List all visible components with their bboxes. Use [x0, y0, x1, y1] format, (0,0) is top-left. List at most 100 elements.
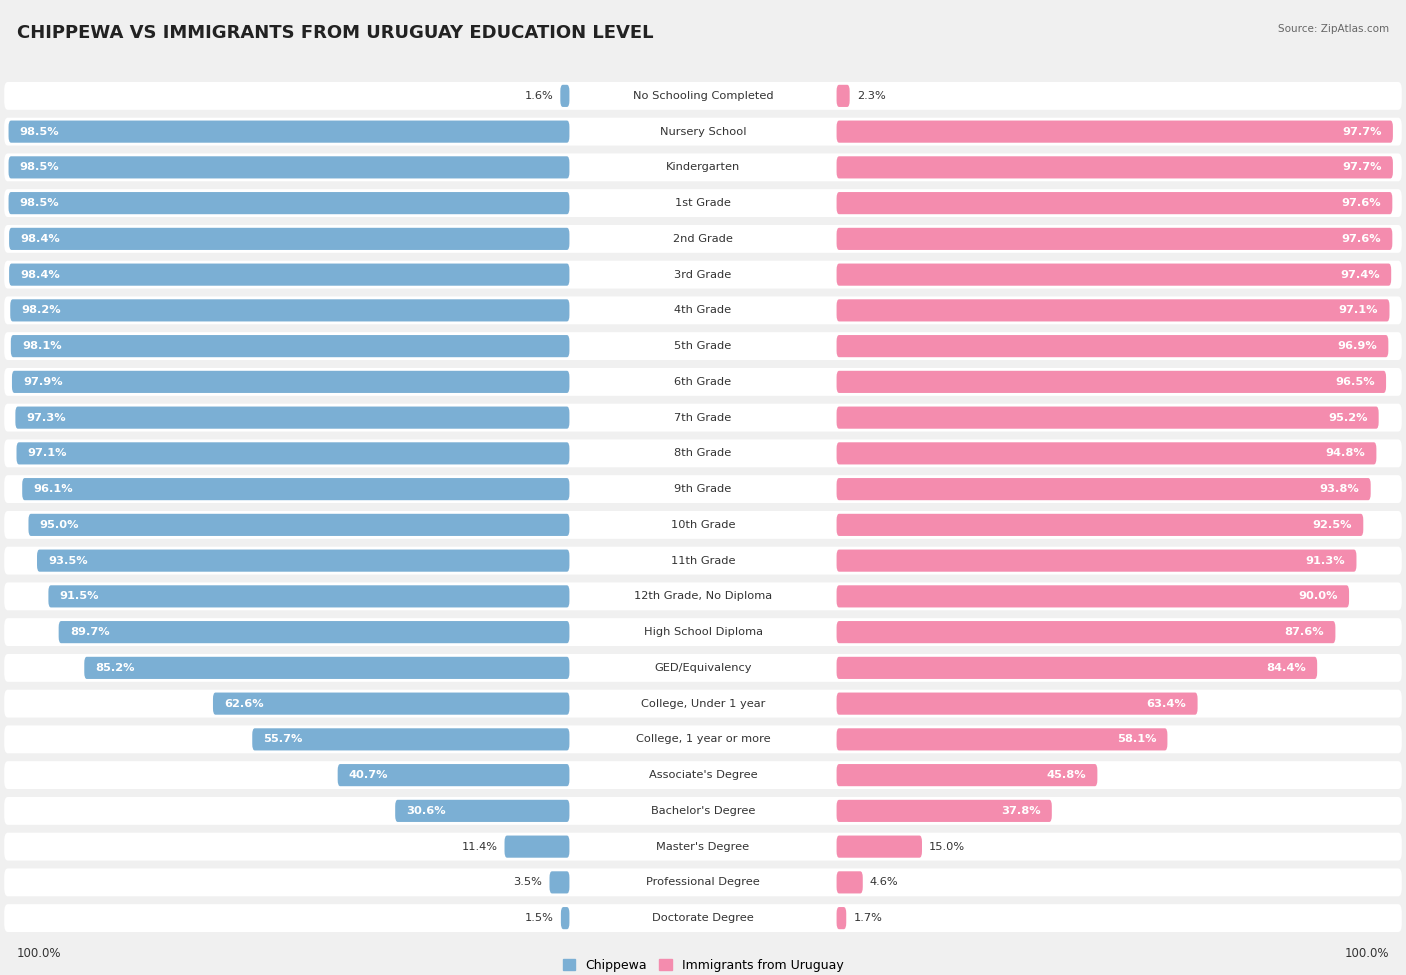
FancyBboxPatch shape: [837, 335, 1388, 357]
Text: 11.4%: 11.4%: [461, 841, 498, 851]
Text: 11th Grade: 11th Grade: [671, 556, 735, 566]
FancyBboxPatch shape: [561, 85, 569, 107]
Text: 98.5%: 98.5%: [20, 163, 59, 173]
Text: 98.4%: 98.4%: [20, 270, 60, 280]
Text: 9th Grade: 9th Grade: [675, 485, 731, 494]
FancyBboxPatch shape: [4, 368, 1402, 396]
FancyBboxPatch shape: [837, 550, 1357, 571]
Text: Source: ZipAtlas.com: Source: ZipAtlas.com: [1278, 24, 1389, 34]
FancyBboxPatch shape: [4, 440, 1402, 467]
Text: GED/Equivalency: GED/Equivalency: [654, 663, 752, 673]
FancyBboxPatch shape: [8, 263, 569, 286]
FancyBboxPatch shape: [395, 800, 569, 822]
Text: Bachelor's Degree: Bachelor's Degree: [651, 806, 755, 816]
Text: 100.0%: 100.0%: [1344, 947, 1389, 960]
Text: 85.2%: 85.2%: [96, 663, 135, 673]
FancyBboxPatch shape: [561, 907, 569, 929]
FancyBboxPatch shape: [8, 156, 569, 178]
Text: 98.5%: 98.5%: [20, 127, 59, 136]
Text: Kindergarten: Kindergarten: [666, 163, 740, 173]
FancyBboxPatch shape: [48, 585, 569, 607]
Text: 97.1%: 97.1%: [28, 448, 67, 458]
Text: No Schooling Completed: No Schooling Completed: [633, 91, 773, 100]
Text: 7th Grade: 7th Grade: [675, 412, 731, 422]
Text: 100.0%: 100.0%: [17, 947, 62, 960]
FancyBboxPatch shape: [837, 192, 1392, 214]
Text: 84.4%: 84.4%: [1267, 663, 1306, 673]
Text: 58.1%: 58.1%: [1116, 734, 1156, 744]
Text: 90.0%: 90.0%: [1298, 592, 1339, 602]
Text: 5th Grade: 5th Grade: [675, 341, 731, 351]
FancyBboxPatch shape: [8, 121, 569, 142]
FancyBboxPatch shape: [4, 82, 1402, 110]
FancyBboxPatch shape: [837, 907, 846, 929]
FancyBboxPatch shape: [837, 478, 1371, 500]
FancyBboxPatch shape: [837, 370, 1386, 393]
FancyBboxPatch shape: [4, 797, 1402, 825]
Text: 92.5%: 92.5%: [1313, 520, 1353, 529]
FancyBboxPatch shape: [505, 836, 569, 858]
FancyBboxPatch shape: [4, 618, 1402, 646]
Text: 98.1%: 98.1%: [22, 341, 62, 351]
Text: Professional Degree: Professional Degree: [647, 878, 759, 887]
FancyBboxPatch shape: [8, 228, 569, 250]
FancyBboxPatch shape: [8, 192, 569, 214]
FancyBboxPatch shape: [837, 836, 922, 858]
FancyBboxPatch shape: [4, 404, 1402, 432]
FancyBboxPatch shape: [837, 263, 1391, 286]
FancyBboxPatch shape: [15, 407, 569, 429]
Text: 93.8%: 93.8%: [1320, 485, 1360, 494]
Text: College, Under 1 year: College, Under 1 year: [641, 699, 765, 709]
Text: 6th Grade: 6th Grade: [675, 377, 731, 387]
Text: 1.7%: 1.7%: [853, 914, 882, 923]
Text: 2.3%: 2.3%: [856, 91, 886, 100]
Text: 1.5%: 1.5%: [524, 914, 554, 923]
FancyBboxPatch shape: [837, 299, 1389, 322]
Text: 97.7%: 97.7%: [1343, 163, 1382, 173]
FancyBboxPatch shape: [550, 872, 569, 893]
Text: Master's Degree: Master's Degree: [657, 841, 749, 851]
Text: CHIPPEWA VS IMMIGRANTS FROM URUGUAY EDUCATION LEVEL: CHIPPEWA VS IMMIGRANTS FROM URUGUAY EDUC…: [17, 24, 654, 42]
Text: 37.8%: 37.8%: [1001, 806, 1040, 816]
FancyBboxPatch shape: [4, 654, 1402, 682]
Text: 3.5%: 3.5%: [513, 878, 543, 887]
Text: 95.2%: 95.2%: [1327, 412, 1368, 422]
FancyBboxPatch shape: [837, 764, 1097, 786]
Legend: Chippewa, Immigrants from Uruguay: Chippewa, Immigrants from Uruguay: [558, 954, 848, 975]
Text: 98.2%: 98.2%: [21, 305, 60, 315]
FancyBboxPatch shape: [84, 657, 569, 679]
FancyBboxPatch shape: [17, 443, 569, 464]
FancyBboxPatch shape: [22, 478, 569, 500]
Text: 98.4%: 98.4%: [20, 234, 60, 244]
FancyBboxPatch shape: [10, 299, 569, 322]
FancyBboxPatch shape: [337, 764, 569, 786]
Text: 91.5%: 91.5%: [59, 592, 100, 602]
Text: 96.9%: 96.9%: [1337, 341, 1376, 351]
FancyBboxPatch shape: [4, 118, 1402, 145]
FancyBboxPatch shape: [4, 869, 1402, 896]
FancyBboxPatch shape: [837, 692, 1198, 715]
Text: Nursery School: Nursery School: [659, 127, 747, 136]
Text: 93.5%: 93.5%: [48, 556, 89, 566]
FancyBboxPatch shape: [4, 296, 1402, 325]
FancyBboxPatch shape: [837, 728, 1167, 751]
FancyBboxPatch shape: [59, 621, 569, 644]
Text: 94.8%: 94.8%: [1326, 448, 1365, 458]
FancyBboxPatch shape: [837, 228, 1392, 250]
FancyBboxPatch shape: [13, 370, 569, 393]
FancyBboxPatch shape: [4, 225, 1402, 253]
FancyBboxPatch shape: [837, 621, 1336, 644]
FancyBboxPatch shape: [252, 728, 569, 751]
Text: 96.5%: 96.5%: [1336, 377, 1375, 387]
FancyBboxPatch shape: [837, 657, 1317, 679]
Text: 97.7%: 97.7%: [1343, 127, 1382, 136]
FancyBboxPatch shape: [4, 189, 1402, 217]
FancyBboxPatch shape: [4, 475, 1402, 503]
FancyBboxPatch shape: [837, 585, 1350, 607]
Text: Associate's Degree: Associate's Degree: [648, 770, 758, 780]
Text: 3rd Grade: 3rd Grade: [675, 270, 731, 280]
FancyBboxPatch shape: [837, 156, 1393, 178]
Text: 95.0%: 95.0%: [39, 520, 79, 529]
Text: 89.7%: 89.7%: [70, 627, 110, 637]
Text: 40.7%: 40.7%: [349, 770, 388, 780]
